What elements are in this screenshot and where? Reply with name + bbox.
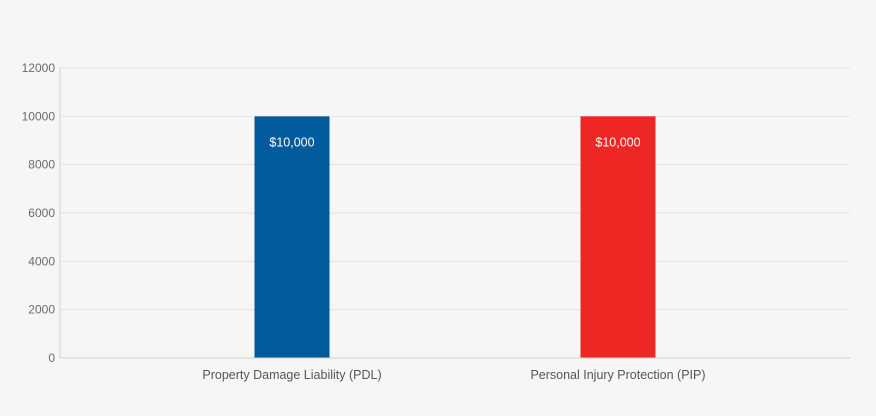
x-category-label: Property Damage Liability (PDL) xyxy=(202,368,381,382)
y-tick-label: 0 xyxy=(48,351,55,365)
x-axis-category-labels: Property Damage Liability (PDL) Personal … xyxy=(202,368,705,382)
y-tick-label: 12000 xyxy=(22,61,56,75)
y-tick-label: 4000 xyxy=(28,254,55,268)
x-category-label: Personal Injury Protection (PIP) xyxy=(530,368,705,382)
bar-pip xyxy=(580,116,656,358)
bar-data-label: $10,000 xyxy=(269,135,314,149)
y-axis-ticks: 0 2000 4000 6000 8000 10000 12000 xyxy=(22,61,56,365)
gridlines xyxy=(60,67,850,311)
bar-data-label: $10,000 xyxy=(595,135,640,149)
bars xyxy=(254,116,656,358)
y-tick-label: 6000 xyxy=(28,206,55,220)
bar-pdl xyxy=(254,116,330,358)
y-tick-label: 2000 xyxy=(28,303,55,317)
y-tick-label: 10000 xyxy=(22,109,56,123)
y-tick-label: 8000 xyxy=(28,158,55,172)
bar-data-labels: $10,000 $10,000 xyxy=(269,135,640,149)
